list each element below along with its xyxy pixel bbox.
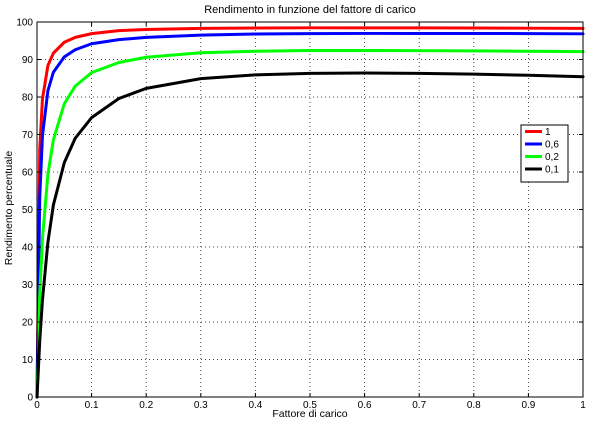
axis-ticks: 0 0.1 0.2 0.3 0.4 0.5 0.6 0.7 0.8 0.9 101020304050… xyxy=(16,18,586,412)
x-tick-label: 1 xyxy=(580,400,586,411)
x-tick-label: 0.6 xyxy=(358,400,372,411)
chart-title: Rendimento in funzione del fattore di ca… xyxy=(204,4,416,16)
y-tick-label: 50 xyxy=(22,205,34,216)
x-tick-label: 0.9 xyxy=(521,400,535,411)
y-tick-label: 80 xyxy=(22,93,34,104)
series-line-0-2 xyxy=(35,49,585,399)
x-tick-label: 0 xyxy=(34,400,40,411)
x-tick-label: 0.7 xyxy=(412,400,426,411)
x-axis-title: Fattore di carico xyxy=(272,408,347,420)
series-line-1 xyxy=(35,26,585,399)
legend-label: 0,2 xyxy=(545,152,559,163)
x-tick-label: 0.2 xyxy=(139,400,153,411)
y-tick-label: 20 xyxy=(22,318,34,329)
legend-label: 0,1 xyxy=(545,165,559,176)
x-tick-label: 0.3 xyxy=(194,400,208,411)
x-tick-label: 0.5 xyxy=(303,400,317,411)
x-tick-label: 0.4 xyxy=(248,400,262,411)
legend-box xyxy=(520,124,569,183)
y-tick-label: 70 xyxy=(22,130,34,141)
y-tick-label: 100 xyxy=(16,18,33,29)
x-tick-label: 0.1 xyxy=(85,400,99,411)
y-tick-label: 40 xyxy=(22,243,34,254)
y-tick-label: 30 xyxy=(22,280,34,291)
legend-label: 1 xyxy=(545,127,551,138)
y-tick-label: 60 xyxy=(22,168,34,179)
series-line-0-6 xyxy=(35,31,585,399)
series-lines xyxy=(35,26,585,399)
y-tick-label: 0 xyxy=(27,393,33,404)
series-line-0-1 xyxy=(35,71,585,399)
legend-label: 0,6 xyxy=(545,140,559,151)
grid xyxy=(37,22,583,397)
y-tick-label: 10 xyxy=(22,355,34,366)
y-axis-title: Rendimento percentuale xyxy=(3,151,15,266)
legend: 1 0,60,2 0,1 xyxy=(520,124,569,183)
x-tick-label: 0.8 xyxy=(467,400,481,411)
y-tick-label: 90 xyxy=(22,55,34,66)
